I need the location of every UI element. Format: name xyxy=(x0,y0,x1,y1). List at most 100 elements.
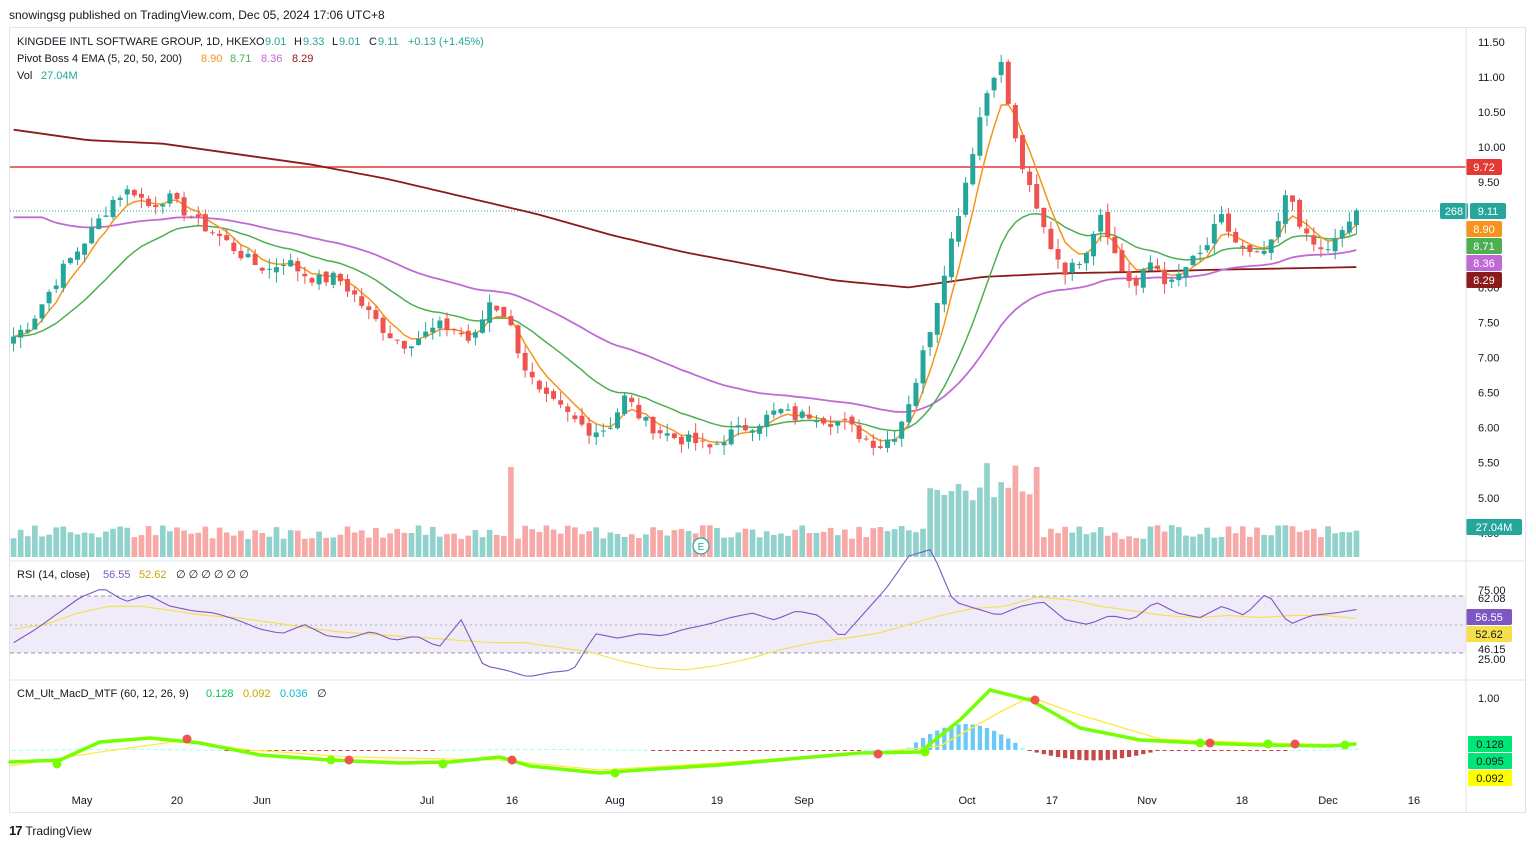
volume-bar xyxy=(500,535,507,557)
candle-body xyxy=(487,302,493,323)
macd-hist-bar xyxy=(835,750,840,751)
macd-hist-bar xyxy=(714,750,720,751)
volume-bar xyxy=(998,482,1005,557)
candles xyxy=(11,54,1359,456)
candle-body xyxy=(558,400,564,405)
candle-body xyxy=(181,197,187,216)
candle-body xyxy=(1311,235,1317,245)
macd-hist-bar xyxy=(181,749,187,751)
candle-body xyxy=(1076,263,1082,265)
volume-bar xyxy=(984,463,990,557)
tradingview-logo-text: TradingView xyxy=(25,823,92,838)
price-axis: 11.5011.0010.5010.009.508.007.507.006.50… xyxy=(1478,37,1506,540)
volume-bar xyxy=(429,526,436,557)
tradingview-logo[interactable]: 17 TradingView xyxy=(9,823,92,838)
candle-body xyxy=(877,446,883,448)
volume-bar xyxy=(188,533,195,557)
volume-bar xyxy=(707,525,713,557)
candle-body xyxy=(1147,262,1153,271)
candle-body xyxy=(984,93,990,116)
macd-hist-bar xyxy=(942,727,947,750)
candle-body xyxy=(1155,265,1160,269)
volume-bar xyxy=(444,534,450,557)
volume-bar xyxy=(159,525,166,557)
candle-body xyxy=(1005,61,1011,104)
macd-hist-bar xyxy=(693,750,698,751)
macd-hist-bar xyxy=(1254,750,1260,751)
macd-hist-bar xyxy=(245,750,251,751)
macd-hist-bar xyxy=(409,750,414,751)
macd-hist-bar xyxy=(1276,750,1281,751)
ohlc-o-label: O xyxy=(256,36,265,48)
candle-body xyxy=(416,338,422,345)
candle-body xyxy=(210,232,215,234)
macd-hist-bar xyxy=(459,749,464,751)
macd-hist-bar xyxy=(288,750,293,751)
volume-bar xyxy=(1190,536,1196,557)
candle-body xyxy=(1304,228,1310,234)
candle-body xyxy=(288,260,294,267)
volume-tag xyxy=(1466,519,1522,535)
volume-bar xyxy=(302,538,308,557)
candle-body xyxy=(1176,273,1182,281)
candle-body xyxy=(671,433,677,439)
volume-bar xyxy=(543,525,550,557)
earnings-marker[interactable]: E xyxy=(692,537,710,555)
volume-bar xyxy=(337,534,344,557)
volume-bar xyxy=(834,535,841,557)
volume-bar xyxy=(529,529,536,557)
candle-body xyxy=(472,332,478,338)
macd-hist-bar xyxy=(210,749,215,751)
candle-body xyxy=(515,325,521,354)
macd-hist-bar xyxy=(991,730,997,750)
macd-hist-bar xyxy=(68,749,73,751)
rsi-value: 56.55 xyxy=(103,569,131,581)
ohlc-c-label: C xyxy=(369,36,377,48)
candle-body xyxy=(224,235,230,241)
macd-tick-1: 1.00 xyxy=(1478,693,1499,705)
volume-bar xyxy=(422,534,429,557)
macd-hist-bar xyxy=(1119,750,1125,759)
candle-body xyxy=(39,304,45,319)
macd-hist-bar xyxy=(46,749,52,751)
candle-body xyxy=(437,320,443,329)
candle-body xyxy=(764,414,770,428)
time-tick: 20 xyxy=(171,795,183,807)
macd-tag-2: 0.092 xyxy=(1476,773,1504,785)
candle-body xyxy=(821,418,827,424)
rsi-tick-25: 25.00 xyxy=(1478,654,1506,666)
volume-bar xyxy=(728,537,735,557)
macd-hist-bar xyxy=(380,750,386,751)
ema50-path xyxy=(13,216,1357,413)
macd-cross-dot xyxy=(52,759,62,769)
candle-body xyxy=(430,327,436,333)
macd-hist-bar xyxy=(1240,750,1245,751)
time-tick: Oct xyxy=(958,795,975,807)
macd-hist-bar xyxy=(309,750,315,751)
macd-hist-bar xyxy=(338,750,343,752)
candle-body xyxy=(153,205,159,208)
candle-body xyxy=(1346,221,1352,233)
macd-hist-bar xyxy=(1219,750,1224,751)
volume-bar xyxy=(32,525,38,557)
candle-body xyxy=(1162,269,1168,285)
macd-hist-bar xyxy=(89,749,94,751)
volume-bar xyxy=(685,530,692,557)
candle-body xyxy=(600,430,606,432)
volume-bar xyxy=(88,533,95,557)
time-tick: 18 xyxy=(1236,795,1248,807)
macd-cross-dot xyxy=(344,755,354,765)
volume-bar xyxy=(1261,534,1267,557)
macd-hist-bar xyxy=(1190,750,1196,752)
macd-hist-bar xyxy=(274,750,279,751)
candle-body xyxy=(1275,221,1281,238)
volume-bar xyxy=(202,526,209,557)
macd-hist-bar xyxy=(821,750,826,751)
volume-bar xyxy=(316,531,322,557)
macd-hist-bar xyxy=(1205,750,1210,751)
macd-hist-bar xyxy=(54,749,59,751)
macd-cross-dot xyxy=(507,755,517,765)
candle-body xyxy=(366,306,372,311)
macd-hist-bar xyxy=(1155,750,1160,751)
